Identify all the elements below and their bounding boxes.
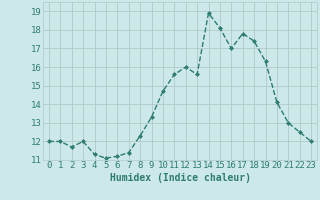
X-axis label: Humidex (Indice chaleur): Humidex (Indice chaleur)	[109, 173, 251, 183]
